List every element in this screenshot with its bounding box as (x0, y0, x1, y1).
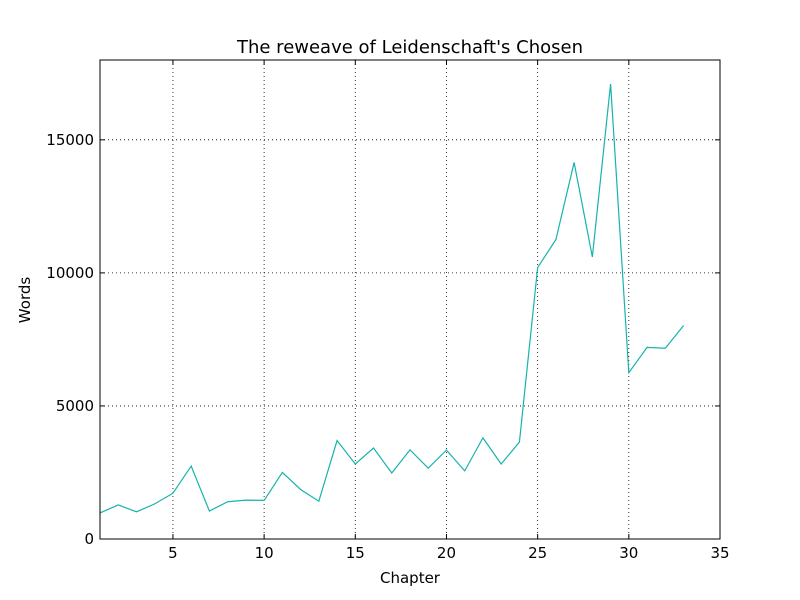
x-tick-label: 35 (710, 544, 729, 562)
y-tick-label: 10000 (46, 264, 94, 282)
y-tick-label: 15000 (46, 131, 94, 149)
y-tick-labels: 0 5000 10000 15000 (46, 131, 94, 548)
x-tick-label: 20 (437, 544, 456, 562)
series-layer (99, 83, 684, 514)
chart-title: The reweave of Leidenschaft's Chosen (236, 37, 583, 58)
x-tick-label: 5 (168, 544, 178, 562)
x-tick-label: 30 (619, 544, 638, 562)
x-tick-label: 10 (255, 544, 274, 562)
x-axis-label: Chapter (380, 569, 441, 587)
series-line (99, 83, 684, 514)
y-tick-label: 5000 (56, 397, 94, 415)
y-tick-label: 0 (84, 530, 94, 548)
x-tick-label: 15 (346, 544, 365, 562)
x-tick-labels: 5 10 15 20 25 30 35 (168, 544, 729, 562)
tick-marks (100, 60, 721, 540)
x-tick-label: 25 (528, 544, 547, 562)
y-axis-label: Words (16, 277, 34, 324)
grid-lines (100, 60, 720, 539)
plot-frame (99, 59, 721, 540)
